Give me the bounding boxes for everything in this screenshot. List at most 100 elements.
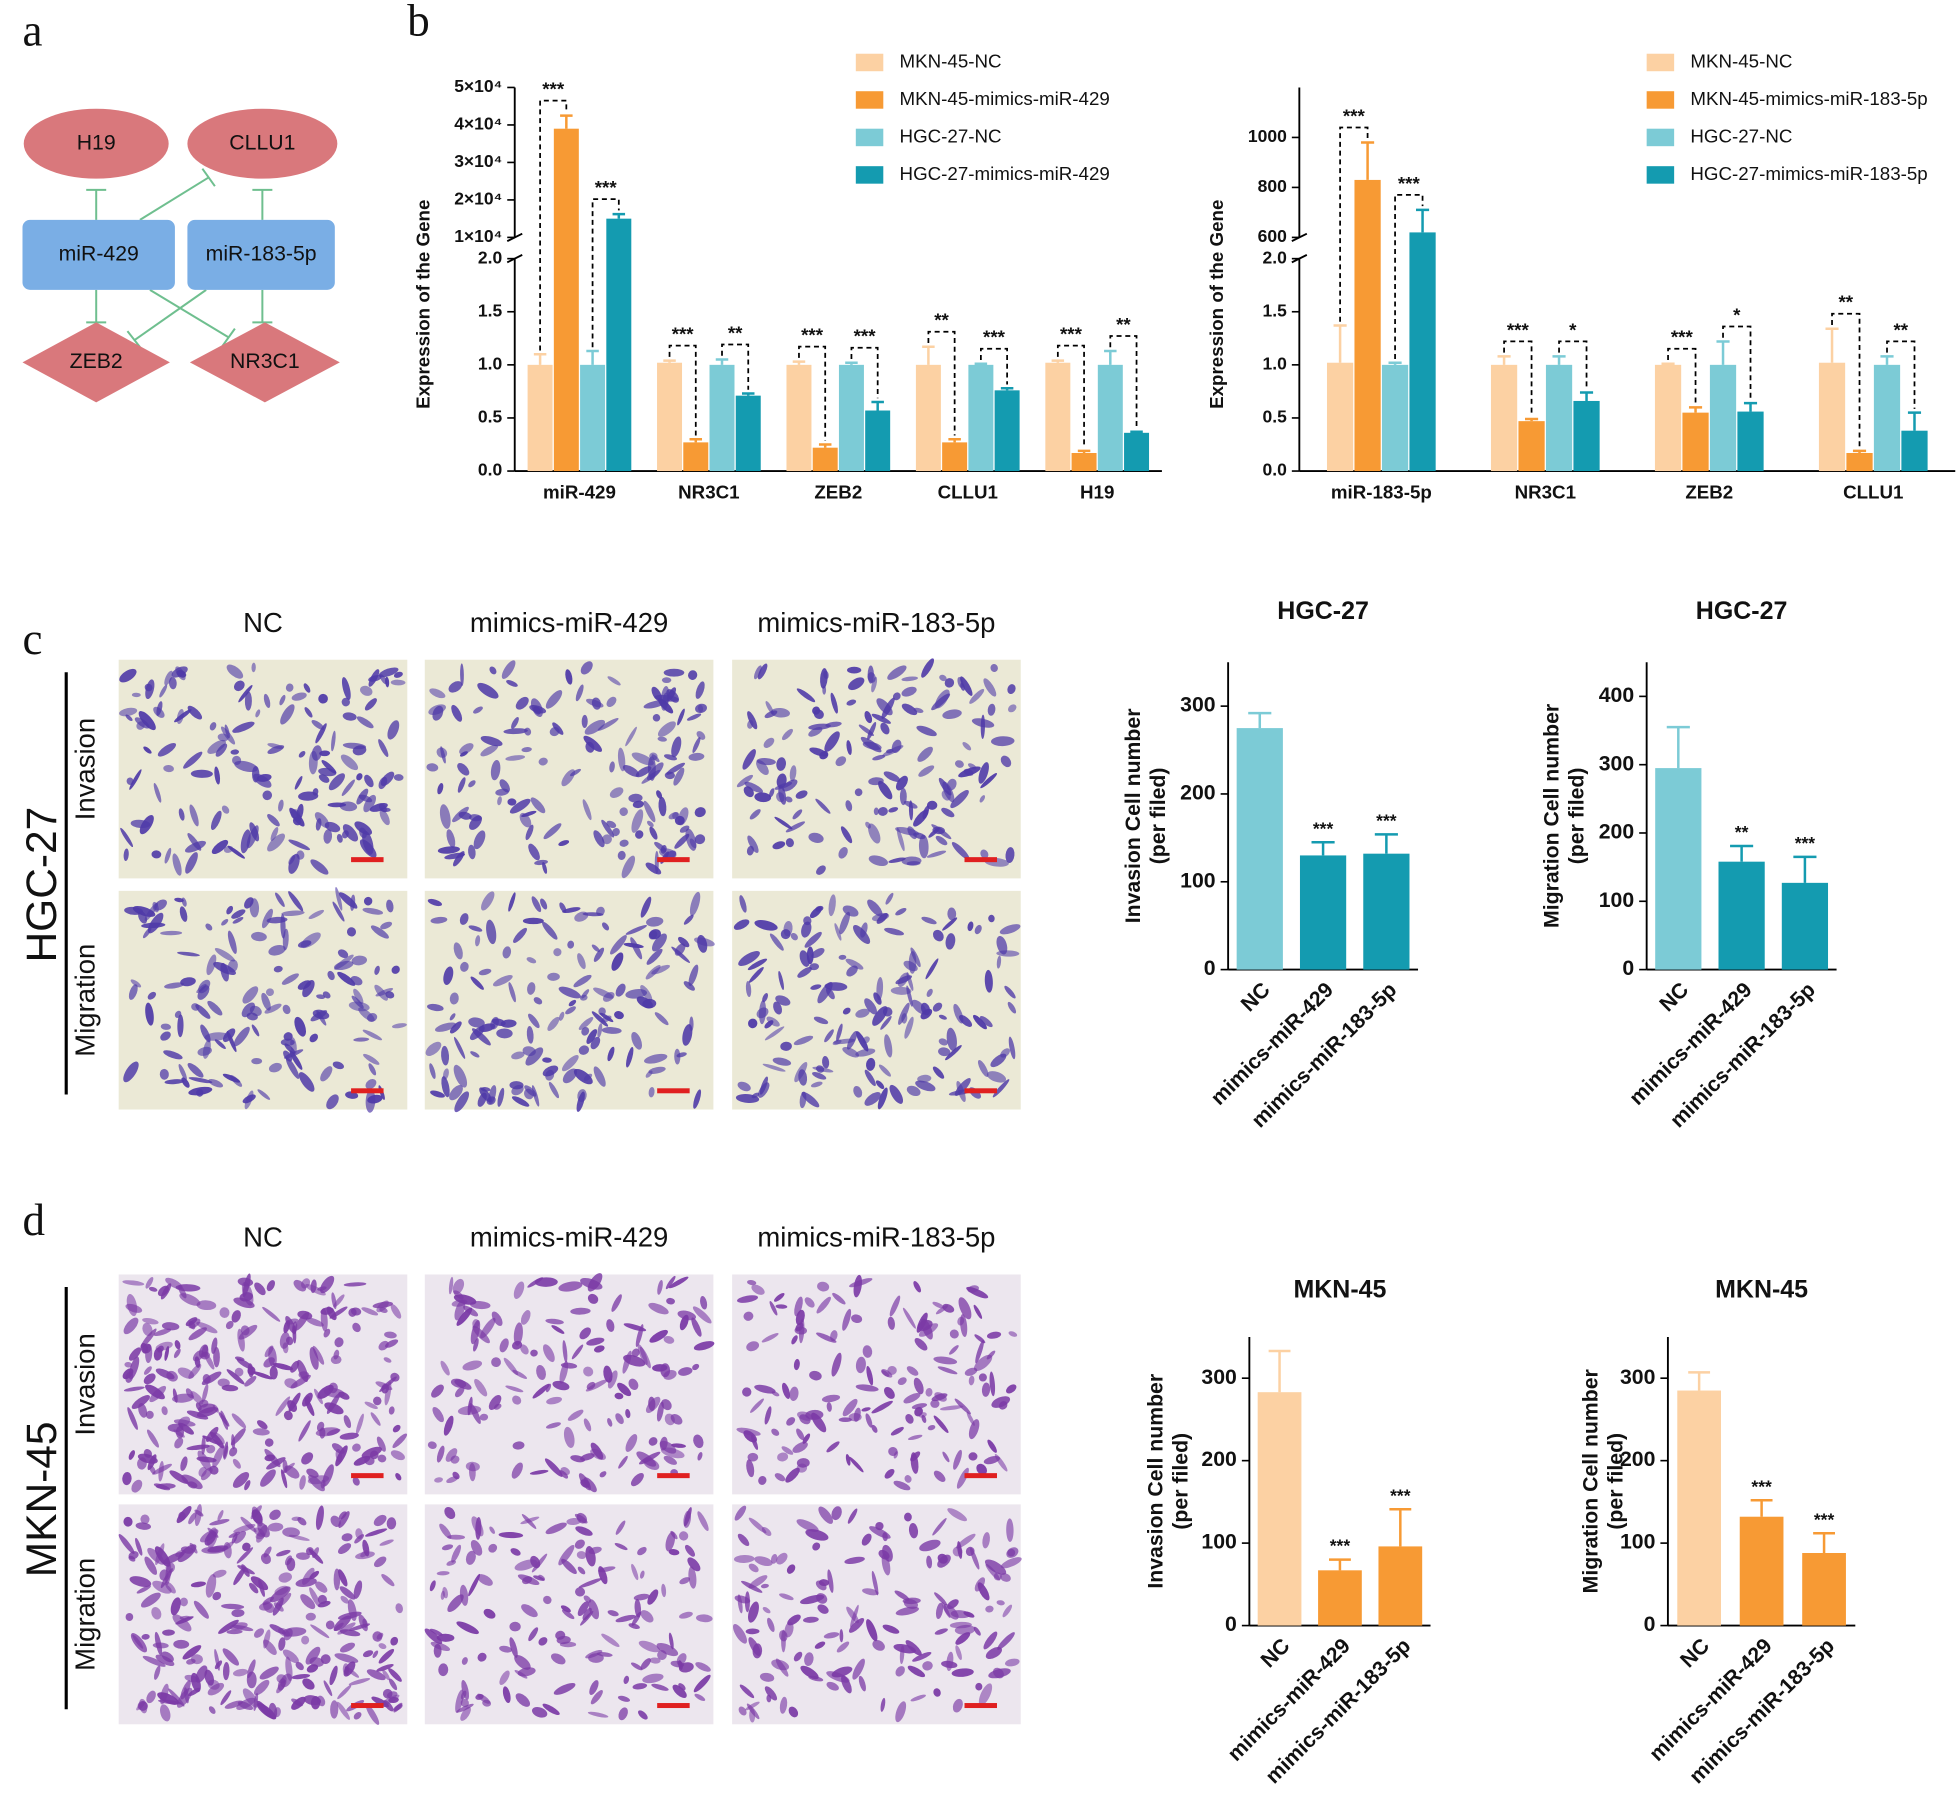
cell-blob bbox=[275, 1396, 291, 1416]
cell-blob bbox=[737, 1594, 743, 1614]
cell-blob bbox=[848, 677, 865, 691]
error-bar bbox=[741, 392, 755, 396]
cell-blob bbox=[952, 1546, 963, 1557]
cell-blob bbox=[427, 1441, 437, 1449]
cell-blob bbox=[765, 701, 774, 715]
cell-blob bbox=[685, 828, 697, 851]
cell-blob bbox=[330, 1355, 342, 1365]
cell-blob bbox=[804, 1297, 815, 1308]
cell-blob bbox=[591, 697, 602, 710]
cell-blob bbox=[326, 1094, 339, 1110]
column-title: mimics-miR-429 bbox=[470, 1222, 668, 1253]
cell-blob bbox=[823, 1632, 840, 1639]
cell-blob bbox=[794, 1061, 808, 1083]
cell-blob bbox=[160, 1683, 169, 1705]
cell-blob bbox=[252, 1428, 270, 1436]
cell-blob bbox=[497, 1087, 505, 1107]
bar bbox=[838, 364, 864, 472]
cell-blob bbox=[637, 1546, 647, 1556]
cell-blob bbox=[379, 1307, 388, 1314]
cell-blob bbox=[456, 1307, 473, 1326]
cell-blob bbox=[585, 741, 595, 753]
cell-blob bbox=[195, 1402, 202, 1411]
cell-blob bbox=[577, 1089, 587, 1103]
cell-blob bbox=[136, 721, 145, 730]
significance-label: ** bbox=[728, 323, 743, 344]
cell-blob bbox=[179, 906, 188, 922]
cell-blob bbox=[147, 1454, 157, 1471]
legend-swatch bbox=[1646, 91, 1675, 109]
cell-blob bbox=[207, 739, 226, 754]
y-tick-label: 0 bbox=[1204, 956, 1216, 980]
cell-blob bbox=[661, 677, 672, 684]
cell-blob bbox=[997, 1632, 1015, 1650]
cell-blob bbox=[853, 1274, 862, 1298]
cell-blob bbox=[570, 1307, 591, 1315]
cell-blob bbox=[846, 699, 857, 706]
cell-blob bbox=[583, 1366, 594, 1377]
error-bar bbox=[663, 359, 676, 363]
cell-blob bbox=[366, 1669, 386, 1681]
cell-blob bbox=[330, 1700, 339, 1719]
cell-blob bbox=[351, 955, 368, 966]
cell-blob bbox=[477, 1092, 487, 1107]
cell-blob bbox=[1007, 1001, 1017, 1014]
cell-blob bbox=[155, 1654, 175, 1667]
micrograph bbox=[732, 1274, 1021, 1495]
cell-blob bbox=[185, 852, 198, 874]
cell-blob bbox=[947, 907, 957, 921]
cell-blob bbox=[738, 951, 760, 966]
cell-blob bbox=[736, 774, 754, 788]
scale-bar bbox=[351, 1703, 384, 1709]
cell-blob bbox=[946, 1027, 957, 1052]
cell-blob bbox=[772, 1057, 792, 1066]
y-tick-label: 1.5 bbox=[1263, 300, 1288, 320]
cell-blob bbox=[230, 1428, 246, 1446]
cell-blob bbox=[618, 1707, 628, 1721]
cell-blob bbox=[240, 1516, 257, 1533]
cell-blob bbox=[443, 1415, 454, 1436]
cell-blob bbox=[796, 1458, 810, 1468]
significance-label: *** bbox=[1330, 1536, 1351, 1556]
cell-blob bbox=[996, 955, 1002, 969]
bar bbox=[1378, 1546, 1423, 1626]
cell-blob bbox=[509, 1081, 524, 1090]
cell-blob bbox=[969, 688, 985, 704]
cell-blob bbox=[561, 1054, 579, 1072]
cell-blob bbox=[678, 1367, 693, 1376]
cell-blob bbox=[559, 902, 567, 913]
cell-blob bbox=[866, 1057, 876, 1071]
cell-blob bbox=[131, 1479, 143, 1493]
bar bbox=[1573, 400, 1600, 472]
cell-blob bbox=[788, 1706, 799, 1718]
bar bbox=[865, 410, 891, 472]
cell-blob bbox=[477, 682, 499, 699]
cell-blob bbox=[556, 1635, 571, 1645]
cell-blob bbox=[743, 1311, 754, 1321]
error-bar bbox=[1525, 417, 1539, 422]
cell-blob bbox=[861, 1533, 872, 1546]
cell-blob bbox=[951, 1668, 974, 1677]
cell-blob bbox=[754, 920, 778, 931]
bar bbox=[1654, 364, 1682, 472]
cell-blob bbox=[774, 782, 793, 790]
cell-blob bbox=[679, 825, 690, 833]
cell-blob bbox=[931, 1393, 948, 1402]
cell-blob bbox=[372, 1631, 383, 1642]
cell-blob bbox=[498, 1532, 524, 1539]
cell-blob bbox=[855, 1384, 879, 1392]
cell-blob bbox=[350, 894, 356, 911]
cell-blob bbox=[587, 1293, 599, 1304]
y-tick-label: 0 bbox=[1644, 1612, 1656, 1636]
significance-label: *** bbox=[1376, 810, 1397, 830]
cell-blob bbox=[568, 999, 577, 1007]
cell-blob bbox=[491, 1311, 503, 1326]
cell-blob bbox=[381, 1694, 400, 1706]
cell-blob bbox=[580, 661, 593, 675]
cell-blob bbox=[453, 1294, 477, 1305]
cell-blob bbox=[845, 800, 853, 812]
cell-blob bbox=[390, 1636, 399, 1646]
cell-blob bbox=[893, 1451, 899, 1459]
cell-blob bbox=[446, 829, 456, 848]
significance-bracket bbox=[850, 346, 879, 399]
